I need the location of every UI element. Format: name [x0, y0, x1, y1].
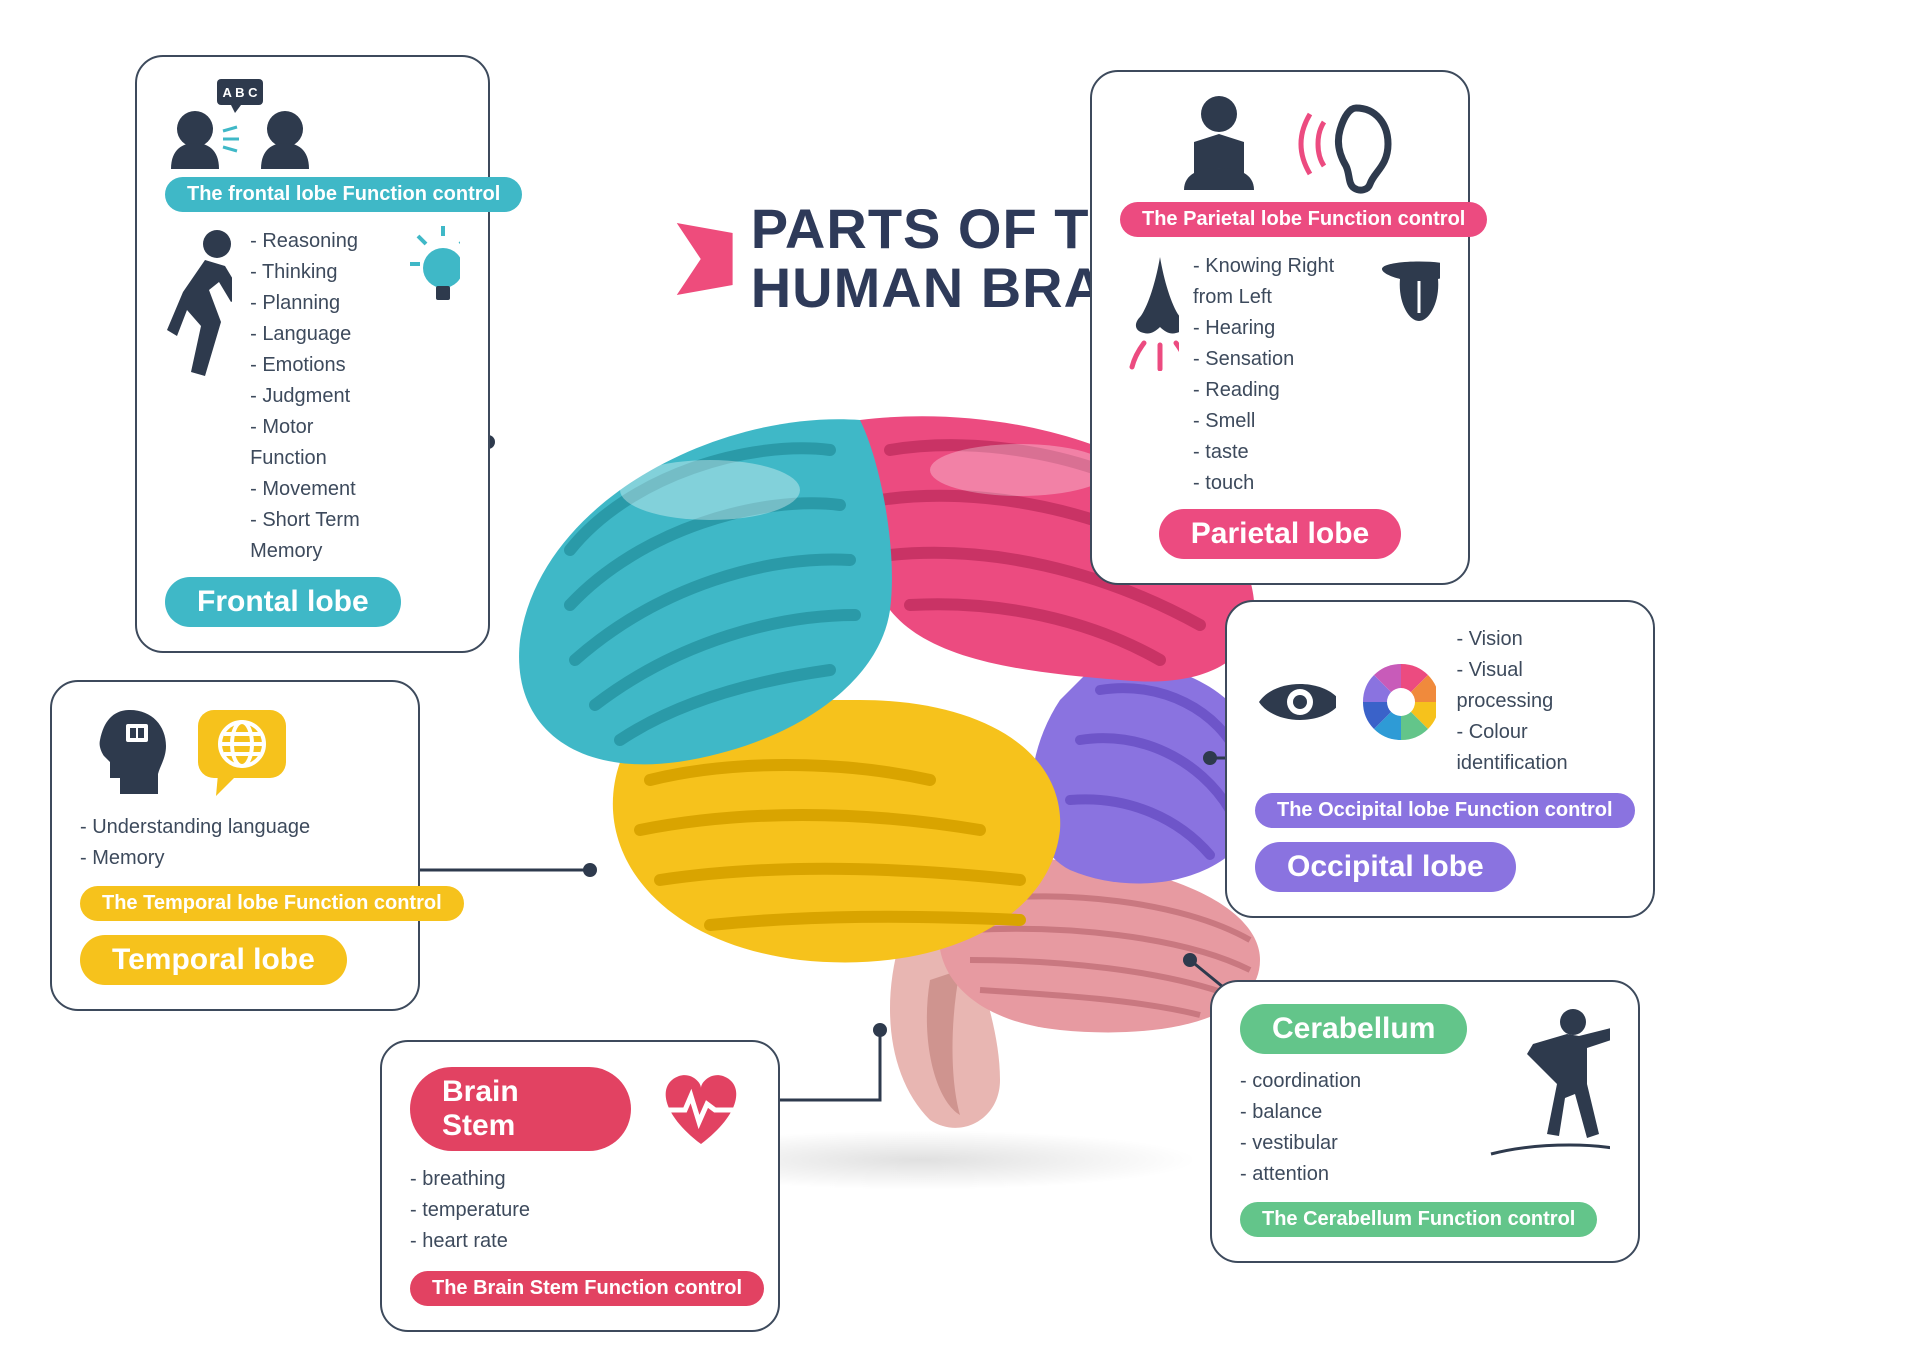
- occipital-function-list: VisionVisual processingColour identifica…: [1456, 624, 1625, 779]
- function-item: Smell: [1193, 406, 1360, 437]
- frontal-function-list: ReasoningThinkingPlanningLanguageEmotion…: [250, 226, 390, 567]
- parietal-function-list: Knowing Right from LeftHearingSensationR…: [1193, 251, 1360, 499]
- function-item: Colour identification: [1456, 717, 1625, 779]
- function-item: Short Term Memory: [250, 505, 390, 567]
- function-item: Visual processing: [1456, 655, 1625, 717]
- brainstem-function-list: breathingtemperatureheart rate: [410, 1164, 750, 1257]
- function-item: heart rate: [410, 1226, 750, 1257]
- function-item: balance: [1240, 1097, 1467, 1128]
- function-item: Thinking: [250, 257, 390, 288]
- parietal-subtitle: The Parietal lobe Function control: [1120, 202, 1487, 237]
- head-memory-icon: [80, 704, 170, 804]
- cerebellum-function-list: coordinationbalancevestibularattention: [1240, 1066, 1467, 1190]
- function-item: touch: [1193, 468, 1360, 499]
- brainstem-lobe-label: Brain Stem: [410, 1067, 631, 1151]
- temporal-subtitle: The Temporal lobe Function control: [80, 886, 464, 921]
- cerebellum-card: Cerabellum coordinationbalancevestibular…: [1210, 980, 1640, 1263]
- function-item: taste: [1193, 437, 1360, 468]
- function-item: Language: [250, 319, 390, 350]
- reading-person-icon: [1164, 94, 1274, 194]
- function-item: Hearing: [1193, 313, 1360, 344]
- function-item: attention: [1240, 1159, 1467, 1190]
- function-item: Knowing Right from Left: [1193, 251, 1360, 313]
- function-item: temperature: [410, 1195, 750, 1226]
- function-item: breathing: [410, 1164, 750, 1195]
- globe-speech-icon: [192, 704, 292, 804]
- color-wheel-icon: [1356, 657, 1437, 747]
- brainstem-subtitle: The Brain Stem Function control: [410, 1271, 764, 1306]
- parietal-lobe-label: Parietal lobe: [1159, 509, 1401, 559]
- temporal-function-list: Understanding languageMemory: [80, 812, 390, 874]
- talking-heads-icon: A B C: [165, 79, 315, 169]
- temporal-lobe-label: Temporal lobe: [80, 935, 347, 985]
- function-item: Movement: [250, 474, 390, 505]
- ear-icon: [1296, 94, 1396, 194]
- parietal-card: The Parietal lobe Function control Knowi…: [1090, 70, 1470, 585]
- function-item: Reading: [1193, 375, 1360, 406]
- function-item: Vision: [1456, 624, 1625, 655]
- function-item: Understanding language: [80, 812, 390, 843]
- temporal-card: Understanding languageMemory The Tempora…: [50, 680, 420, 1011]
- occipital-subtitle: The Occipital lobe Function control: [1255, 793, 1635, 828]
- function-item: Planning: [250, 288, 390, 319]
- function-item: Emotions: [250, 350, 390, 381]
- running-person-icon: [165, 226, 232, 386]
- ribbon-left-icon: [677, 223, 733, 295]
- eye-icon: [1255, 672, 1336, 732]
- nose-icon: [1120, 251, 1179, 371]
- function-item: vestibular: [1240, 1128, 1467, 1159]
- lightbulb-icon: [408, 226, 460, 316]
- function-item: Motor Function: [250, 412, 390, 474]
- function-item: Reasoning: [250, 226, 390, 257]
- tongue-icon: [1374, 251, 1440, 331]
- occipital-lobe-label: Occipital lobe: [1255, 842, 1516, 892]
- cerebellum-lobe-label: Cerabellum: [1240, 1004, 1467, 1054]
- brainstem-card: Brain Stem breathingtemperatureheart rat…: [380, 1040, 780, 1332]
- function-item: Judgment: [250, 381, 390, 412]
- cerebellum-subtitle: The Cerabellum Function control: [1240, 1202, 1597, 1237]
- function-item: Memory: [80, 843, 390, 874]
- frontal-card: A B C The frontal lobe Function control …: [135, 55, 490, 653]
- frontal-lobe-label: Frontal lobe: [165, 577, 401, 627]
- heart-rate-icon: [651, 1064, 750, 1154]
- function-item: Sensation: [1193, 344, 1360, 375]
- svg-text:A B C: A B C: [223, 85, 259, 100]
- frontal-subtitle: The frontal lobe Function control: [165, 177, 522, 212]
- balance-person-icon: [1487, 1004, 1610, 1164]
- occipital-card: VisionVisual processingColour identifica…: [1225, 600, 1655, 918]
- function-item: coordination: [1240, 1066, 1467, 1097]
